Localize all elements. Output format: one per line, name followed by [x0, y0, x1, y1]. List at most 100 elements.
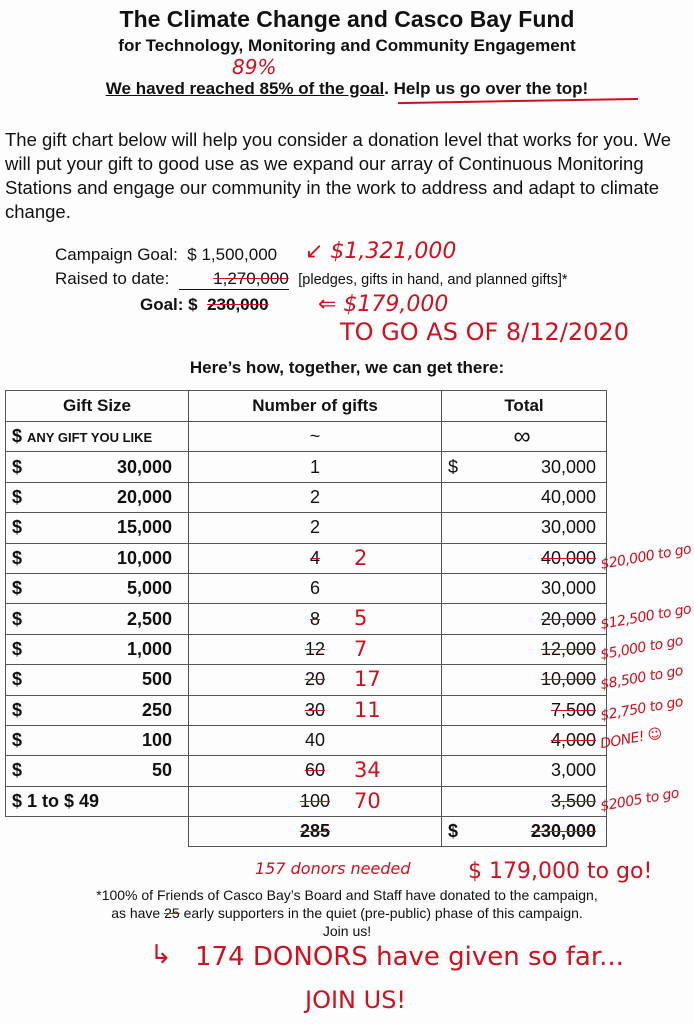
total-dollar: $ [448, 821, 459, 842]
gift-count: 1 [309, 456, 320, 477]
total-dollar: $ [448, 456, 459, 477]
dollar: $ [12, 699, 23, 720]
reached-prefix: We haved reached [105, 79, 260, 98]
gift-size: 250 [141, 699, 172, 720]
remaining-line: Goal: $ 230,000 [140, 295, 269, 315]
gift-count: 30 [304, 699, 326, 720]
gift-table: Gift Size Number of gifts Total $ ANY GI… [5, 390, 692, 848]
row-total: 3,500 [550, 790, 596, 811]
table-row: $500 20 17 10,000 $8,500 to go [5, 663, 684, 696]
intro-paragraph: The gift chart below will help you consi… [5, 129, 671, 222]
row-total: 30,000 [540, 517, 596, 538]
hand-count: 7 [354, 636, 368, 661]
hand-total: $5,000 to go [599, 632, 685, 663]
row-total: 40,000 [540, 547, 596, 568]
hand-total: $2,750 to go [599, 693, 685, 724]
reached-suffix: of the goal [293, 79, 385, 98]
remain-value: 230,000 [207, 295, 269, 314]
hand-total: $2005 to go [599, 784, 681, 815]
table-row: $50 60 34 3,000 [5, 755, 607, 787]
gift-count: 40 [304, 730, 326, 751]
raised-note: [pledges, gifts in hand, and planned gif… [298, 272, 568, 288]
table-row: $2,500 8 5 20,000 $12,500 to go [5, 601, 692, 635]
hand-count: 34 [354, 758, 381, 783]
gift-size: $ 1 to $ 49 [12, 790, 100, 811]
table-row: $10,000 4 2 40,000 $20,000 to go [5, 541, 692, 574]
dollar: $ [12, 760, 23, 781]
table-header: Gift Size Number of gifts Total [5, 390, 607, 422]
gift-size: 10,000 [116, 547, 172, 568]
hand-total: $20,000 to go [599, 540, 693, 573]
gift-count: 60 [304, 760, 326, 781]
hand-total: $8,500 to go [599, 663, 685, 694]
fn-a: as have [111, 905, 165, 921]
table-row: $5,000 6 30,000 [5, 572, 607, 605]
hand-as-of: TO GO AS OF 8/12/2020 [340, 318, 629, 346]
fn-n: 25 [164, 905, 180, 921]
dollar: $ [12, 608, 23, 629]
hand-count: 70 [354, 788, 381, 813]
reached-pct: 85% [259, 79, 294, 98]
footnote-line2: as have 25 early supporters in the quiet… [0, 904, 694, 922]
gift-size: ANY GIFT YOU LIKE [27, 430, 153, 446]
footnote-line3: Join us! [322, 923, 372, 939]
raised-line: Raised to date: 1,270,000 [pledges, gift… [55, 269, 568, 290]
gift-count: 8 [309, 608, 320, 629]
footnote-line1: *100% of Friends of Casco Bay’s Board an… [96, 887, 598, 903]
footnote: *100% of Friends of Casco Bay’s Board an… [0, 886, 694, 940]
hand-pct: 89% [232, 55, 277, 79]
row-total: 30,000 [540, 578, 596, 599]
dollar: $ [12, 638, 23, 659]
row-total: 12,000 [540, 638, 596, 659]
goal-value: $ 1,500,000 [187, 245, 278, 264]
row-total: ∞ [513, 422, 531, 450]
gift-count: 4 [309, 547, 320, 568]
row-total: 40,000 [540, 486, 596, 507]
gift-count: 2 [309, 486, 320, 507]
hand-count: 11 [354, 697, 381, 722]
hand-total: DONE! ☺ [599, 725, 664, 753]
goal-label: Campaign Goal: [55, 245, 178, 264]
gift-count: 100 [299, 790, 331, 811]
row-total: 20,000 [540, 608, 596, 629]
gift-size: 100 [141, 730, 172, 751]
dollar: $ [12, 730, 23, 751]
hand-total: $12,500 to go [599, 601, 693, 634]
hand-join-us: JOIN US! [305, 986, 407, 1014]
hand-donors-so-far: 174 DONORS have given so far... [195, 942, 624, 972]
row-total: 4,000 [550, 730, 596, 751]
table-row: $1,000 12 7 12,000 $5,000 to go [5, 633, 684, 666]
remain-label: Goal: $ [140, 295, 198, 314]
dollar: $ [12, 517, 23, 538]
fn-b: early supporters in the quiet (pre-publi… [179, 905, 583, 921]
gift-size: 20,000 [116, 486, 172, 507]
table-row: $250 30 11 7,500 $2,750 to go [5, 693, 684, 726]
dollar: $ [12, 669, 23, 690]
gift-size: 2,500 [126, 608, 172, 629]
hand-arrow-icon: ↳ [150, 940, 172, 970]
dollar: $ [12, 456, 23, 477]
hand-donors-needed: 157 donors needed [255, 859, 411, 878]
row-total: 7,500 [550, 699, 596, 720]
hand-goal: ↙ $1,321,000 [305, 239, 457, 264]
dollar: $ [12, 547, 23, 568]
row-total: 10,000 [540, 669, 596, 690]
header-number: Number of gifts [188, 390, 442, 422]
raised-label: Raised to date: [55, 269, 170, 288]
table-row: $30,000 1 $30,000 [5, 451, 607, 483]
campaign-goal-line: Campaign Goal: $ 1,500,000 [55, 245, 277, 265]
gift-count: 20 [304, 669, 326, 690]
totals-row: 285 $230,000 [6, 816, 607, 848]
goal-progress-line: We haved reached 85% of the goal. Help u… [0, 79, 694, 99]
table-row: $ 1 to $ 49 100 70 3,500 $2005 to go [5, 785, 680, 818]
gift-size: 1,000 [126, 638, 172, 659]
gift-count: 12 [304, 638, 326, 659]
doc-title: The Climate Change and Casco Bay Fund [119, 6, 575, 32]
table-row: $100 40 4,000 DONE! ☺ [5, 724, 663, 757]
hand-remaining: ⇐ $179,000 [318, 292, 449, 317]
row-total: 30,000 [540, 456, 596, 477]
hand-total-to-go: $ 179,000 to go! [468, 859, 653, 884]
gift-count: ~ [309, 426, 321, 447]
hand-count: 2 [354, 545, 368, 570]
gift-size: 15,000 [116, 517, 172, 538]
